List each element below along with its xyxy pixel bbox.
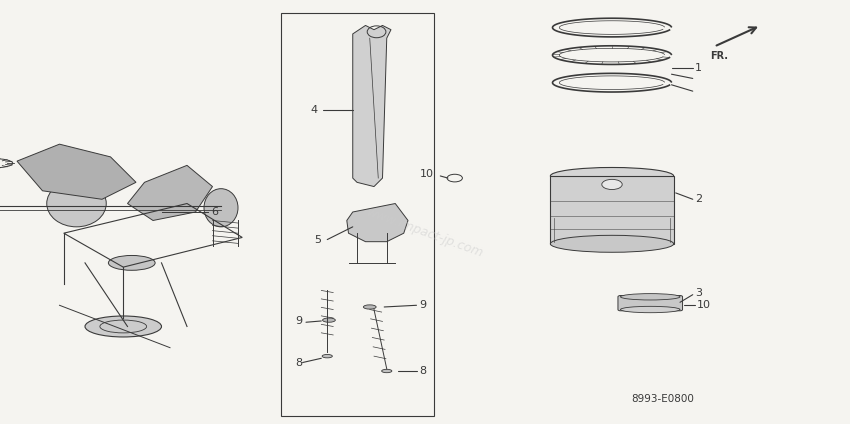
Text: 8: 8 xyxy=(419,366,426,376)
Polygon shape xyxy=(17,144,136,199)
Text: 10: 10 xyxy=(420,169,434,179)
Text: 4: 4 xyxy=(311,105,318,115)
Polygon shape xyxy=(353,25,391,187)
Text: 1: 1 xyxy=(695,63,702,73)
Text: 6: 6 xyxy=(211,207,218,217)
Text: 5: 5 xyxy=(314,234,321,245)
Text: 8993-E0800: 8993-E0800 xyxy=(632,393,694,404)
Ellipse shape xyxy=(382,369,392,373)
Ellipse shape xyxy=(363,305,376,309)
Polygon shape xyxy=(347,204,408,242)
Ellipse shape xyxy=(109,255,155,271)
Text: 9: 9 xyxy=(419,300,426,310)
Ellipse shape xyxy=(620,293,680,300)
Ellipse shape xyxy=(322,354,332,358)
Text: 3: 3 xyxy=(695,287,702,298)
Polygon shape xyxy=(128,165,212,220)
Circle shape xyxy=(602,179,622,190)
Text: FR.: FR. xyxy=(710,51,728,61)
Bar xyxy=(551,176,673,244)
Ellipse shape xyxy=(85,316,162,337)
Ellipse shape xyxy=(551,167,673,184)
Text: www.impact-jp.com: www.impact-jp.com xyxy=(365,206,485,260)
Ellipse shape xyxy=(47,180,106,227)
Text: 2: 2 xyxy=(695,194,702,204)
Text: 8: 8 xyxy=(296,357,303,368)
Ellipse shape xyxy=(322,318,335,322)
FancyBboxPatch shape xyxy=(618,296,683,311)
Ellipse shape xyxy=(551,235,673,252)
Text: 10: 10 xyxy=(697,300,711,310)
Text: 9: 9 xyxy=(296,316,303,326)
Ellipse shape xyxy=(204,189,238,227)
Ellipse shape xyxy=(620,306,680,313)
